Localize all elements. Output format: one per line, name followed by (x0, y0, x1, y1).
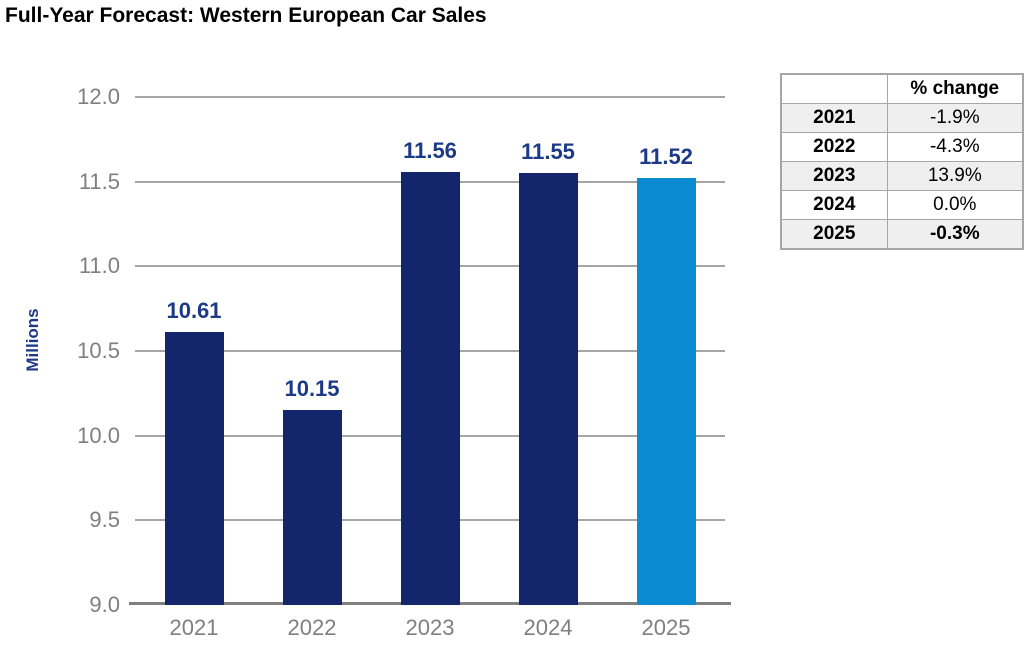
table-row-2023: 2023 13.9% (780, 161, 1024, 191)
year-cell: 2022 (780, 132, 888, 162)
bar-value-label: 11.55 (521, 139, 575, 164)
bar-2023 (400, 172, 460, 605)
y-tick-label: 10.0 (77, 423, 120, 448)
change-cell: -0.3% (886, 219, 1024, 250)
bar-value-label: 10.15 (284, 376, 340, 401)
x-tick-label: 2025 (641, 615, 691, 640)
x-axis-labels: 2021 2022 2023 2024 2025 (135, 615, 725, 647)
table-row-2024: 2024 0.0% (780, 190, 1024, 220)
year-cell: 2023 (780, 161, 888, 191)
page-title: Full-Year Forecast: Western European Car… (5, 4, 487, 27)
bar-value-label: 10.61 (166, 298, 222, 323)
table-row-2021: 2021 -1.9% (780, 103, 1024, 133)
change-header-cell: % change (886, 73, 1024, 104)
y-axis-labels: 12.0 11.5 11.0 10.5 10.0 9.5 9.0 (40, 84, 128, 617)
bar-2024 (518, 173, 578, 605)
year-cell: 2025 (780, 219, 888, 250)
bar-2022 (282, 410, 342, 605)
year-cell: 2024 (780, 190, 888, 220)
change-cell: -1.9% (886, 103, 1024, 133)
x-tick-label: 2022 (287, 615, 337, 640)
bar-2025 (636, 178, 696, 605)
bar-2021 (164, 332, 224, 605)
empty-header-cell (780, 73, 888, 104)
table-body: 2021 -1.9% 2022 -4.3% 2023 13.9% 2024 0.0% 2025-… (780, 103, 1024, 250)
x-tick-label: 2021 (169, 615, 219, 640)
table-row-2022: 2022 -4.3% (780, 132, 1024, 162)
y-tick-label: 9.0 (89, 592, 120, 617)
table-header-row: % change (780, 73, 1024, 104)
y-tick-label: 10.5 (77, 338, 120, 363)
gridline (135, 96, 725, 98)
bar-value-label: 11.52 (639, 144, 693, 169)
x-tick-label: 2023 (405, 615, 455, 640)
plot-area: 10.61 10.15 11.56 11.55 11.52 (129, 96, 731, 605)
bar-value-label: 11.56 (403, 138, 457, 163)
change-cell: 0.0% (886, 190, 1024, 220)
x-tick-label: 2024 (523, 615, 573, 640)
y-tick-label: 11.5 (78, 169, 120, 194)
y-tick-label: 12.0 (77, 84, 120, 109)
table-row-2025: 2025 -0.3% (780, 219, 1024, 250)
year-cell: 2021 (780, 103, 888, 133)
change-table: % change 2021 -1.9% 2022 -4.3% 2023 13.9% 2024… (780, 73, 1024, 250)
change-cell: -4.3% (886, 132, 1024, 162)
change-cell: 13.9% (886, 161, 1024, 191)
y-tick-label: 11.0 (78, 253, 120, 278)
y-tick-label: 9.5 (89, 507, 120, 532)
